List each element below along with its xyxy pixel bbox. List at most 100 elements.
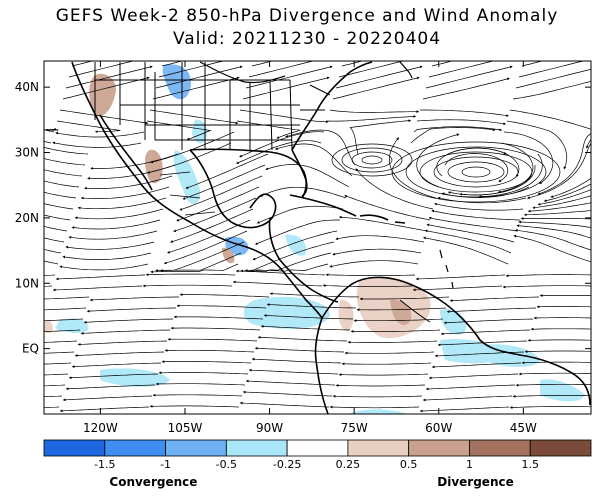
streamline xyxy=(55,131,145,138)
atlantic-circulation xyxy=(331,141,561,203)
streamline xyxy=(356,307,447,312)
colorbar-tick-label: -0.25 xyxy=(273,458,301,471)
streamline xyxy=(329,109,420,114)
streamline xyxy=(235,269,326,276)
streamline xyxy=(44,146,89,155)
state-boundaries xyxy=(94,62,331,216)
streamline xyxy=(444,153,509,183)
streamline xyxy=(155,382,246,386)
streamline xyxy=(150,131,235,164)
streamline xyxy=(424,229,512,254)
streamline xyxy=(44,384,66,387)
streamline xyxy=(59,406,150,413)
streamline xyxy=(440,329,531,336)
streamline xyxy=(259,186,347,199)
streamline xyxy=(428,216,518,232)
gyre-ring-west xyxy=(331,143,413,177)
streamline xyxy=(155,252,242,272)
streamline xyxy=(359,296,450,301)
streamline xyxy=(332,394,423,398)
streamline xyxy=(425,65,513,89)
streamline xyxy=(515,383,591,387)
streamline xyxy=(338,61,405,78)
streamline xyxy=(173,315,264,320)
streamline xyxy=(170,208,254,243)
lon-label: 105W xyxy=(168,421,203,435)
streamline xyxy=(521,361,591,365)
streamline xyxy=(44,395,63,398)
streamline xyxy=(502,285,591,289)
colorbar-tick-label: 0.5 xyxy=(400,458,418,471)
streamline xyxy=(537,133,591,195)
streamline xyxy=(503,131,554,185)
streamline xyxy=(62,76,150,100)
gyre-ring xyxy=(405,146,547,198)
streamline xyxy=(80,186,170,200)
streamline xyxy=(163,230,248,265)
lat-label: 40N xyxy=(15,80,39,94)
lat-label: 10N xyxy=(15,276,39,290)
streamline xyxy=(449,296,540,302)
streamline xyxy=(415,274,506,281)
streamline xyxy=(248,368,339,375)
streamline xyxy=(269,292,360,298)
streamline xyxy=(242,76,330,100)
wind-streamlines xyxy=(44,61,591,413)
streamline xyxy=(416,133,460,188)
streamline xyxy=(419,406,510,413)
streamline xyxy=(146,120,212,141)
streamline xyxy=(431,209,521,221)
colorbar-segment xyxy=(225,439,288,457)
streamline xyxy=(179,293,270,298)
streamline xyxy=(62,252,152,260)
streamline xyxy=(142,284,233,288)
streamline xyxy=(74,351,165,357)
streamline xyxy=(509,109,591,130)
streamline xyxy=(44,340,78,343)
streamline xyxy=(44,362,72,365)
streamline xyxy=(179,175,263,211)
streamline xyxy=(44,191,77,199)
streamline xyxy=(388,137,437,199)
streamline xyxy=(434,202,524,211)
streamline xyxy=(443,318,534,325)
streamline xyxy=(44,226,68,232)
streamline xyxy=(524,350,591,353)
colorbar-tick-label: 1.5 xyxy=(521,458,539,471)
gyre-ring xyxy=(391,141,561,203)
streamline xyxy=(44,158,86,166)
streamline xyxy=(350,329,441,333)
streamline xyxy=(44,203,74,210)
streamline xyxy=(338,215,428,232)
streamline xyxy=(83,318,174,324)
streamline xyxy=(431,61,454,67)
streamline xyxy=(44,351,75,354)
streamline xyxy=(176,304,267,309)
streamline xyxy=(160,241,245,272)
lon-label: 75W xyxy=(341,421,368,435)
streamline xyxy=(161,360,252,364)
gyre-ring-west xyxy=(341,147,403,173)
streamline xyxy=(71,219,161,230)
streamline xyxy=(515,68,591,89)
colorbar-tick-label: 0.25 xyxy=(336,458,361,471)
colorbar-tick-label: -1.5 xyxy=(94,458,115,471)
lon-label: 45W xyxy=(510,421,537,435)
streamline xyxy=(431,362,522,369)
lon-label: 60W xyxy=(425,421,452,435)
colorbar-tick-label: 1 xyxy=(466,458,473,471)
streamline xyxy=(344,194,431,221)
streamline xyxy=(68,61,135,78)
streamline xyxy=(530,327,591,331)
gyre-ring-west xyxy=(361,155,383,165)
streamline xyxy=(52,285,143,292)
streamline xyxy=(426,223,515,243)
gyre-ring xyxy=(447,161,505,183)
streamline xyxy=(52,141,142,148)
streamline xyxy=(527,202,591,213)
streamline xyxy=(77,340,168,346)
streamline xyxy=(512,81,591,100)
streamline xyxy=(249,241,335,272)
streamline xyxy=(478,153,543,198)
streamline xyxy=(516,224,591,239)
